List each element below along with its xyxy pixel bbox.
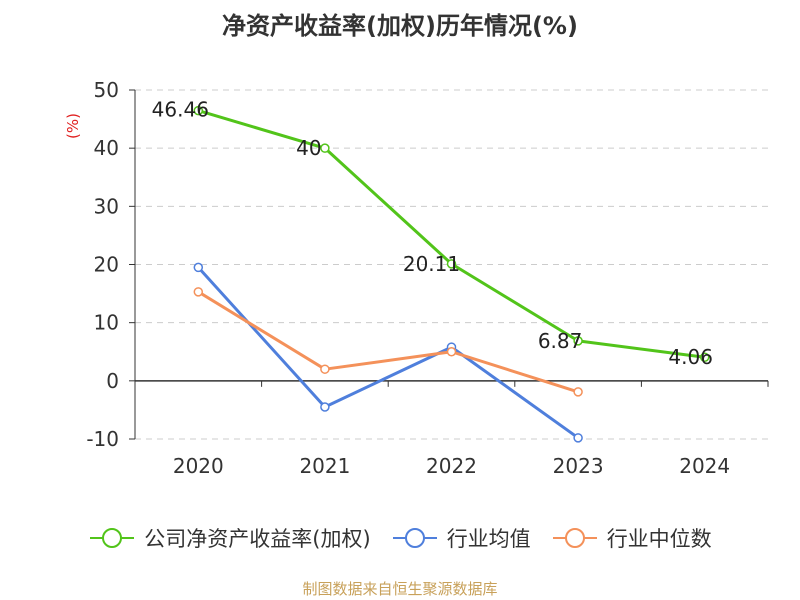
data-labels: 46.46 40 20.11 6.87 4.06 <box>152 98 713 370</box>
y-axis-label: (%) <box>64 113 82 139</box>
legend-label: 行业中位数 <box>606 527 712 551</box>
data-label: 20.11 <box>403 252 460 276</box>
data-point <box>320 402 330 412</box>
x-tick-label: 2024 <box>679 454 730 478</box>
y-tick-label: 30 <box>94 194 119 218</box>
x-tick-label: 2022 <box>426 454 477 478</box>
data-point <box>320 143 330 153</box>
data-point <box>193 287 204 297</box>
data-point <box>193 262 204 273</box>
data-point <box>573 387 583 397</box>
data-point <box>573 433 583 443</box>
series-line <box>197 109 705 359</box>
source-note: 制图数据来自恒生聚源数据库 <box>302 580 498 598</box>
series-line <box>197 266 579 440</box>
y-tick-label: 40 <box>94 136 119 160</box>
data-point <box>446 347 457 357</box>
legend-marker-icon <box>90 528 135 548</box>
x-tick-label: 2023 <box>553 454 604 478</box>
y-tick-label: 0 <box>106 369 119 393</box>
x-tick-label: 2021 <box>299 454 350 478</box>
y-tick-label: 50 <box>94 78 119 102</box>
data-label: 46.46 <box>152 98 209 122</box>
series-line <box>197 290 579 394</box>
y-tick-label: 20 <box>94 253 119 277</box>
legend-item[interactable]: 行业中位数 <box>551 523 712 553</box>
legend: 公司净资产收益率(加权) 行业均值 行业中位数 <box>0 521 800 555</box>
chart-title: 净资产收益率(加权)历年情况(%) <box>222 12 578 40</box>
series-lines <box>193 105 710 443</box>
data-label: 4.06 <box>668 345 713 369</box>
data-point <box>320 364 330 374</box>
data-label: 6.87 <box>538 329 583 353</box>
data-point <box>193 105 204 116</box>
data-point <box>573 336 583 346</box>
legend-marker-icon <box>552 528 597 548</box>
data-label: 40 <box>296 136 321 160</box>
legend-label: 公司净资产收益率(加权) <box>144 527 371 551</box>
legend-item[interactable]: 公司净资产收益率(加权) <box>88 523 371 553</box>
y-tick-label: -10 <box>86 427 119 451</box>
data-point <box>699 352 710 362</box>
x-tick-label: 2020 <box>173 454 224 478</box>
legend-label: 行业均值 <box>446 527 531 551</box>
legend-marker-icon <box>392 528 437 548</box>
legend-item[interactable]: 行业均值 <box>391 523 531 553</box>
axes: 50 40 30 20 10 0 -10 2020 2021 2022 2023 2024 (%) <box>64 78 769 478</box>
y-tick-label: 10 <box>94 311 119 335</box>
data-point <box>446 259 457 269</box>
